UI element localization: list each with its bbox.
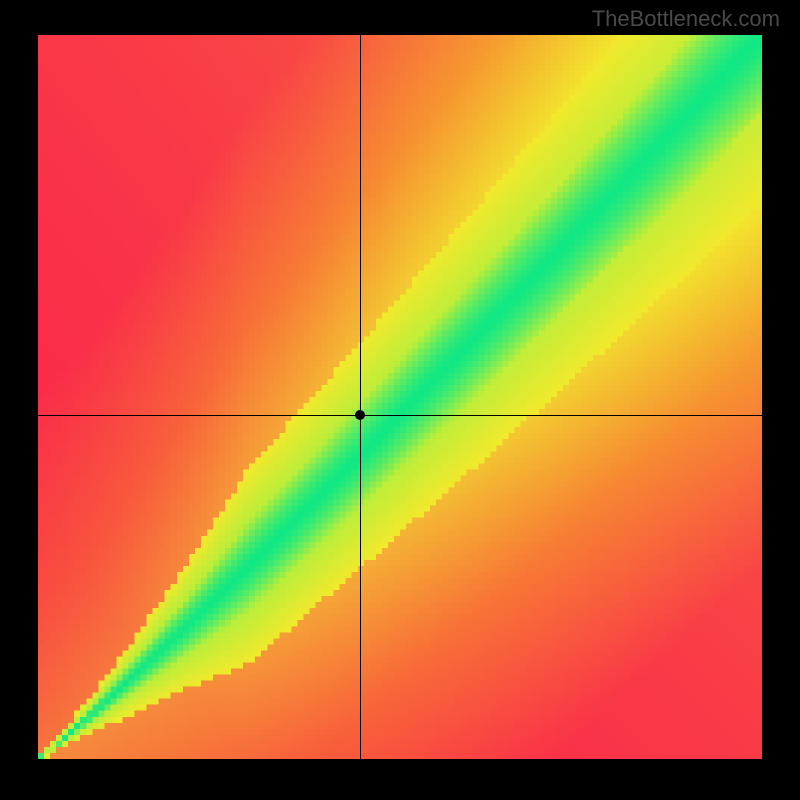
chart-container: TheBottleneck.com [0, 0, 800, 800]
plot-area [38, 35, 762, 759]
heatmap-canvas [38, 35, 762, 759]
crosshair-vertical [360, 35, 361, 759]
marker-dot [355, 410, 365, 420]
crosshair-horizontal [38, 415, 762, 416]
watermark-text: TheBottleneck.com [592, 6, 780, 32]
